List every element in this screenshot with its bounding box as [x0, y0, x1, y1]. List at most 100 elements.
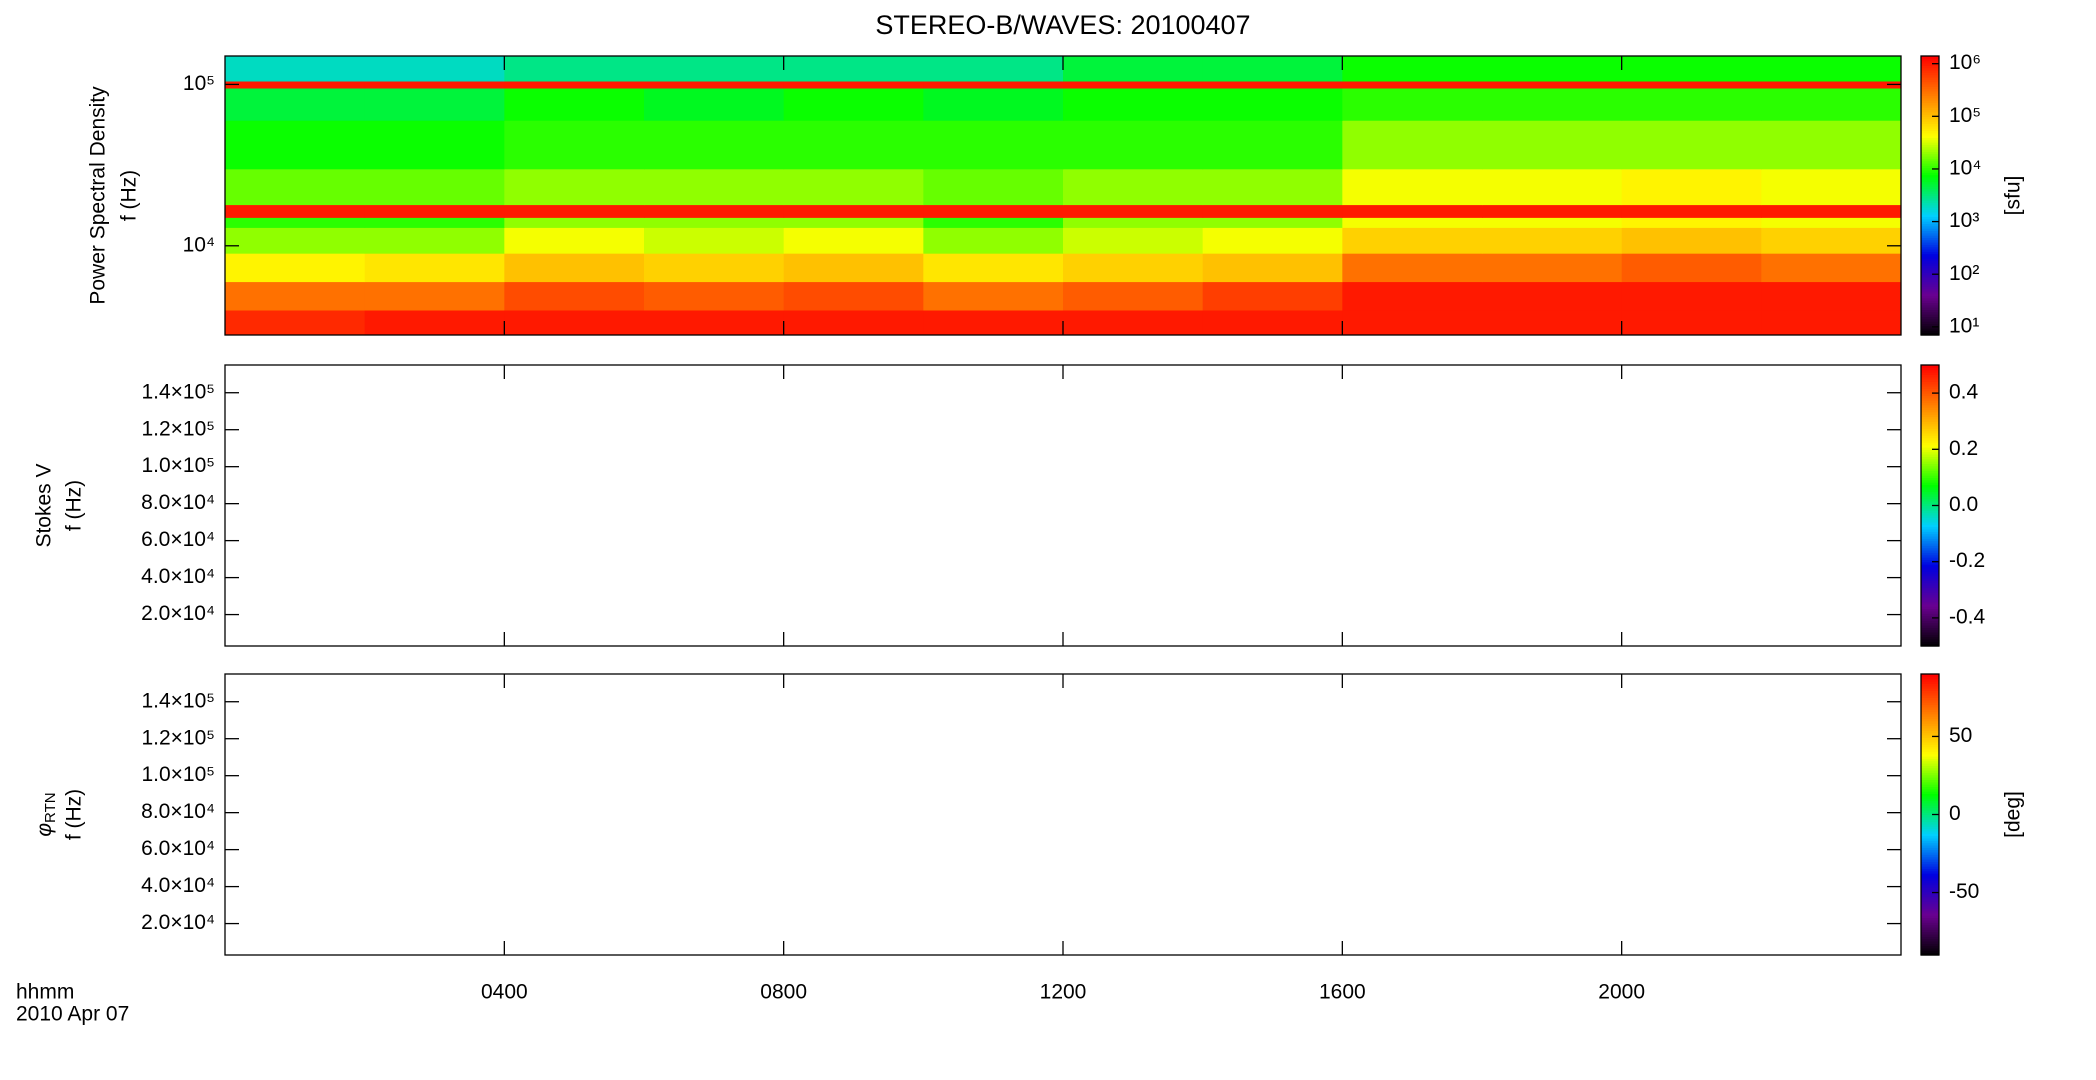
colorbar-swatch	[1921, 311, 1939, 315]
colorbar-swatch	[1921, 439, 1939, 443]
colorbar-swatch	[1921, 386, 1939, 390]
heatmap-cell	[364, 204, 505, 218]
heatmap-cell	[783, 281, 924, 311]
colorbar-swatch	[1921, 524, 1939, 528]
x-tick-label: 2000	[1598, 981, 1645, 1004]
colorbar-swatch	[1921, 894, 1939, 898]
colorbar-swatch	[1921, 477, 1939, 481]
colorbar-swatch	[1921, 528, 1939, 532]
heatmap-cell	[1761, 310, 1902, 336]
colorbar-swatch	[1921, 470, 1939, 474]
y-axis-label-symbol: φ	[33, 823, 56, 837]
colorbar-swatch	[1921, 755, 1939, 759]
colorbar-swatch	[1921, 844, 1939, 848]
colorbar-swatch	[1921, 125, 1939, 129]
heatmap-cell	[1202, 227, 1343, 254]
heatmap-cell	[364, 56, 505, 82]
colorbar-swatch	[1921, 246, 1939, 250]
colorbar-swatch	[1921, 793, 1939, 797]
colorbar-swatch	[1921, 531, 1939, 535]
colorbar-swatch	[1921, 121, 1939, 125]
heatmap-cell	[1342, 281, 1483, 311]
colorbar-swatch	[1921, 155, 1939, 159]
colorbar-swatch	[1921, 128, 1939, 131]
colorbar-swatch	[1921, 905, 1939, 909]
heatmap-cell	[1063, 168, 1204, 206]
colorbar-swatch	[1921, 214, 1939, 218]
heatmap-cell	[1202, 281, 1343, 311]
heatmap-cell	[1482, 56, 1623, 82]
heatmap-cell	[504, 56, 645, 82]
heatmap-cell	[1621, 120, 1762, 170]
colorbar-swatch	[1921, 814, 1939, 818]
y-tick-label: 1.2×10⁵	[141, 417, 215, 440]
heatmap-cell	[783, 56, 924, 82]
colorbar-swatch	[1921, 265, 1939, 269]
colorbar-swatch	[1921, 779, 1939, 783]
y-axis-label: f (Hz)	[118, 170, 141, 221]
heatmap-cell	[923, 227, 1064, 254]
colorbar-swatch	[1921, 777, 1939, 780]
colorbar-swatch	[1921, 496, 1939, 500]
heatmap-cell	[1482, 281, 1623, 311]
heatmap-cell	[504, 204, 645, 218]
colorbar-swatch	[1921, 318, 1939, 322]
colorbar-swatch	[1921, 931, 1939, 935]
colorbar-swatch	[1921, 631, 1939, 635]
colorbar-swatch	[1921, 372, 1939, 375]
colorbar-swatch	[1921, 926, 1939, 930]
colorbar-swatch	[1921, 613, 1939, 617]
colorbar-swatch	[1921, 404, 1939, 408]
colorbar-swatch	[1921, 468, 1939, 471]
heatmap-cell	[1621, 56, 1762, 82]
colorbar-swatch	[1921, 397, 1939, 401]
colorbar-swatch	[1921, 873, 1939, 876]
colorbar-swatch	[1921, 840, 1939, 844]
colorbar-swatch	[1921, 730, 1939, 734]
heatmap-cell	[225, 310, 366, 336]
heatmap-cell	[783, 80, 924, 89]
heatmap-cell	[1063, 80, 1204, 89]
colorbar-swatch	[1921, 302, 1939, 306]
colorbar-swatch	[1921, 393, 1939, 397]
colorbar-swatch	[1921, 395, 1939, 399]
colorbar-swatch	[1921, 172, 1939, 176]
colorbar-swatch	[1921, 202, 1939, 206]
colorbar-swatch	[1921, 688, 1939, 691]
colorbar-swatch	[1921, 781, 1939, 785]
heatmap-cell	[1761, 88, 1902, 121]
colorbar-swatch	[1921, 102, 1939, 106]
colorbar-swatch	[1921, 889, 1939, 893]
colorbar-swatch	[1921, 519, 1939, 523]
colorbar-swatch	[1921, 90, 1939, 94]
colorbar-swatch	[1921, 149, 1939, 152]
colorbar-swatch	[1921, 281, 1939, 285]
colorbar-swatch	[1921, 723, 1939, 727]
colorbar-swatch	[1921, 542, 1939, 546]
colorbar-swatch	[1921, 209, 1939, 213]
heatmap-cell	[923, 253, 1064, 283]
colorbar-swatch	[1921, 713, 1939, 717]
colorbar-swatch	[1921, 601, 1939, 605]
heatmap-cell	[1621, 227, 1762, 254]
colorbar-swatch	[1921, 489, 1939, 493]
colorbar-swatch	[1921, 123, 1939, 127]
colorbar-swatch	[1921, 295, 1939, 299]
heatmap-cell	[364, 310, 505, 336]
colorbar-tick-label: 10⁶	[1949, 51, 1981, 74]
colorbar-swatch	[1921, 484, 1939, 488]
heatmap-cell	[225, 80, 366, 89]
colorbar-tick-label: 10⁴	[1949, 157, 1981, 180]
colorbar-swatch	[1921, 732, 1939, 736]
colorbar-tick-label: -0.2	[1949, 549, 1985, 572]
colorbar-swatch	[1921, 374, 1939, 378]
colorbar-swatch	[1921, 762, 1939, 766]
colorbar-swatch	[1921, 169, 1939, 173]
colorbar-swatch	[1921, 165, 1939, 169]
colorbar-swatch	[1921, 772, 1939, 776]
colorbar-swatch	[1921, 193, 1939, 197]
colorbar-swatch	[1921, 288, 1939, 292]
colorbar-swatch	[1921, 718, 1939, 722]
colorbar-swatch	[1921, 940, 1939, 944]
heatmap-cell	[1621, 217, 1762, 228]
